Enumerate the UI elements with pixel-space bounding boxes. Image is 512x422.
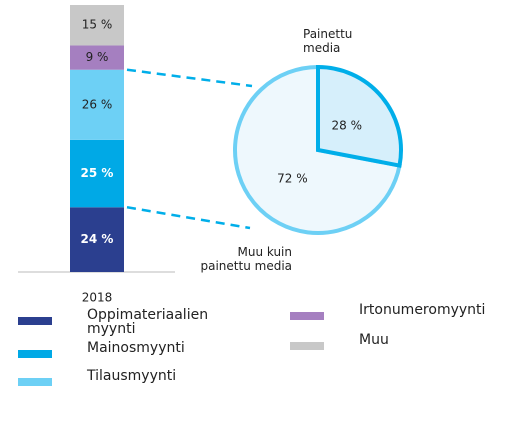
legend-swatch (18, 350, 52, 358)
legend-swatch (18, 317, 52, 325)
value-label: 28 % (332, 119, 363, 133)
value-label: 24 % (81, 232, 114, 246)
legend-swatch (290, 312, 324, 320)
legend-label: Irtonumeromyynti (359, 302, 486, 318)
legend-label: Tilausmyynti (87, 368, 177, 384)
legend-label: Muu (359, 332, 389, 348)
legend-swatch (18, 378, 52, 386)
pie-slice (316, 64, 403, 168)
bar-segment (70, 69, 124, 140)
legend-label: Mainosmyynti (87, 340, 185, 356)
value-label: 9 % (86, 50, 109, 64)
slice-label: Painettu media (303, 27, 353, 55)
bar-segment (70, 207, 124, 272)
bar-segment (70, 5, 124, 46)
legend-swatch (290, 342, 324, 350)
x-tick-label: 2018 (82, 291, 113, 305)
connector (126, 206, 251, 230)
value-label: 15 % (82, 18, 113, 32)
value-label: 26 % (82, 97, 113, 111)
bar-segment (70, 139, 124, 208)
value-label: 25 % (81, 166, 114, 180)
slice-label: Muu kuin painettu media (200, 245, 293, 273)
legend-label: Oppimateriaalien myynti (87, 307, 209, 337)
bar-segment (70, 45, 124, 70)
connector (126, 68, 253, 88)
value-label: 72 % (277, 172, 308, 186)
